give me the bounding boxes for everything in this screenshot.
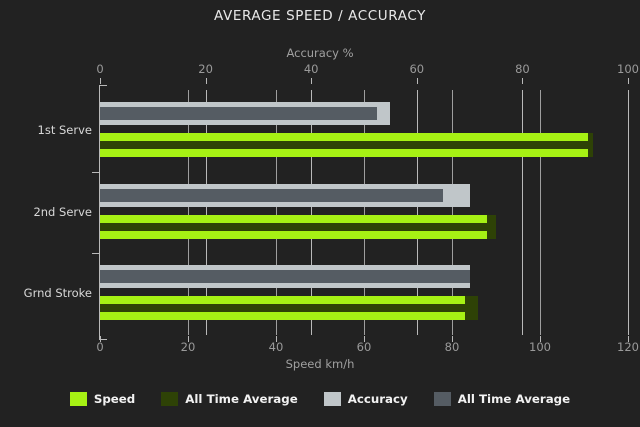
- bar-speed: [100, 312, 466, 321]
- legend-label: All Time Average: [185, 392, 298, 406]
- top-axis-title: Accuracy %: [286, 46, 354, 60]
- bar-speed: [100, 133, 589, 141]
- category-label-layer: 1st Serve 2nd Serve Grnd Stroke: [0, 0, 99, 427]
- chart-legend: Speed All Time Average Accuracy All Time Av…: [0, 392, 640, 406]
- legend-label: All Time Average: [457, 392, 571, 406]
- legend-item[interactable]: Speed: [69, 392, 136, 406]
- legend-swatch-icon: [69, 392, 87, 406]
- legend-label: Accuracy: [347, 392, 408, 406]
- tick-label-ticklabel-bot-60: 60: [356, 340, 372, 354]
- tick-tick-top-60: [416, 78, 418, 84]
- gridline-bottom-100: [540, 90, 541, 335]
- legend-swatch-icon: [161, 392, 179, 406]
- tick-label-ticklabel-bot-120: 120: [617, 340, 639, 354]
- tick-tick-bot-120: [628, 336, 629, 342]
- legend-item[interactable]: Accuracy: [323, 392, 408, 406]
- tick-label-ticklabel-bot-100: 100: [529, 340, 551, 354]
- gridline-bottom-20: [188, 90, 189, 335]
- tick-label-ticklabel-top-80: 80: [515, 62, 530, 76]
- tick-tick-top-100: [628, 78, 629, 84]
- bar-accuracy-all-time-average: [100, 270, 470, 284]
- bottom-axis-title: Speed km/h: [285, 357, 355, 371]
- tick-tick-top-80: [522, 78, 524, 84]
- tick-tick-bot-80: [452, 336, 453, 342]
- gridline-top-80: [522, 90, 524, 335]
- bar-speed: [100, 149, 589, 157]
- category-label-2nd-serve: 2nd Serve: [33, 204, 92, 219]
- category-divider-tick: [92, 253, 99, 255]
- top-axis-spine-stub: [99, 85, 107, 86]
- tick-tick-top-0: [100, 78, 101, 84]
- tick-label-ticklabel-top-20: 20: [198, 62, 213, 76]
- bar-speed: [100, 214, 488, 223]
- gridline-top-60: [416, 90, 418, 335]
- bar-speed: [100, 296, 466, 305]
- legend-swatch-icon: [323, 392, 341, 406]
- tick-tick-bot-40: [276, 336, 277, 342]
- category-label-1st-serve: 1st Serve: [37, 123, 92, 137]
- bar-speed: [100, 230, 488, 239]
- gridline-bottom-40: [276, 90, 277, 335]
- tick-tick-top-40: [311, 78, 313, 84]
- tick-tick-bot-60: [364, 336, 365, 342]
- legend-swatch-icon: [433, 392, 451, 406]
- tick-label-ticklabel-bot-80: 80: [444, 340, 460, 354]
- tick-tick-bot-20: [188, 336, 189, 342]
- tick-label-ticklabel-top-40: 40: [303, 62, 319, 76]
- plot-area: [99, 85, 629, 340]
- tick-label-ticklabel-bot-20: 20: [180, 340, 196, 354]
- gridline-top-40: [311, 90, 313, 335]
- chart-title: AVERAGE SPEED / ACCURACY: [214, 8, 426, 24]
- legend-item[interactable]: All Time Average: [161, 392, 298, 406]
- left-axis-spine: [99, 85, 100, 340]
- legend-item[interactable]: All Time Average: [433, 392, 571, 406]
- tick-label-ticklabel-top-100: 100: [617, 62, 639, 76]
- category-label-grnd-stroke: Grnd Stroke: [23, 286, 92, 301]
- legend-label: Speed: [93, 392, 136, 406]
- tick-label-ticklabel-bot-0: 0: [96, 340, 104, 354]
- tick-tick-top-20: [205, 78, 207, 84]
- tick-label-ticklabel-bot-40: 40: [268, 340, 284, 354]
- gridline-top-100: [628, 90, 629, 335]
- gridline-top-20: [205, 90, 207, 335]
- tick-tick-bot-100: [540, 336, 541, 342]
- gridline-bottom-80: [452, 90, 453, 335]
- bar-accuracy-all-time-average: [100, 107, 378, 120]
- gridline-bottom-60: [364, 90, 365, 335]
- tick-label-ticklabel-top-0: 0: [96, 62, 104, 76]
- tick-label-ticklabel-top-60: 60: [409, 62, 425, 76]
- bottom-axis-spine-stub: [99, 339, 107, 340]
- category-divider-tick: [92, 171, 99, 173]
- bar-accuracy-all-time-average: [100, 188, 444, 202]
